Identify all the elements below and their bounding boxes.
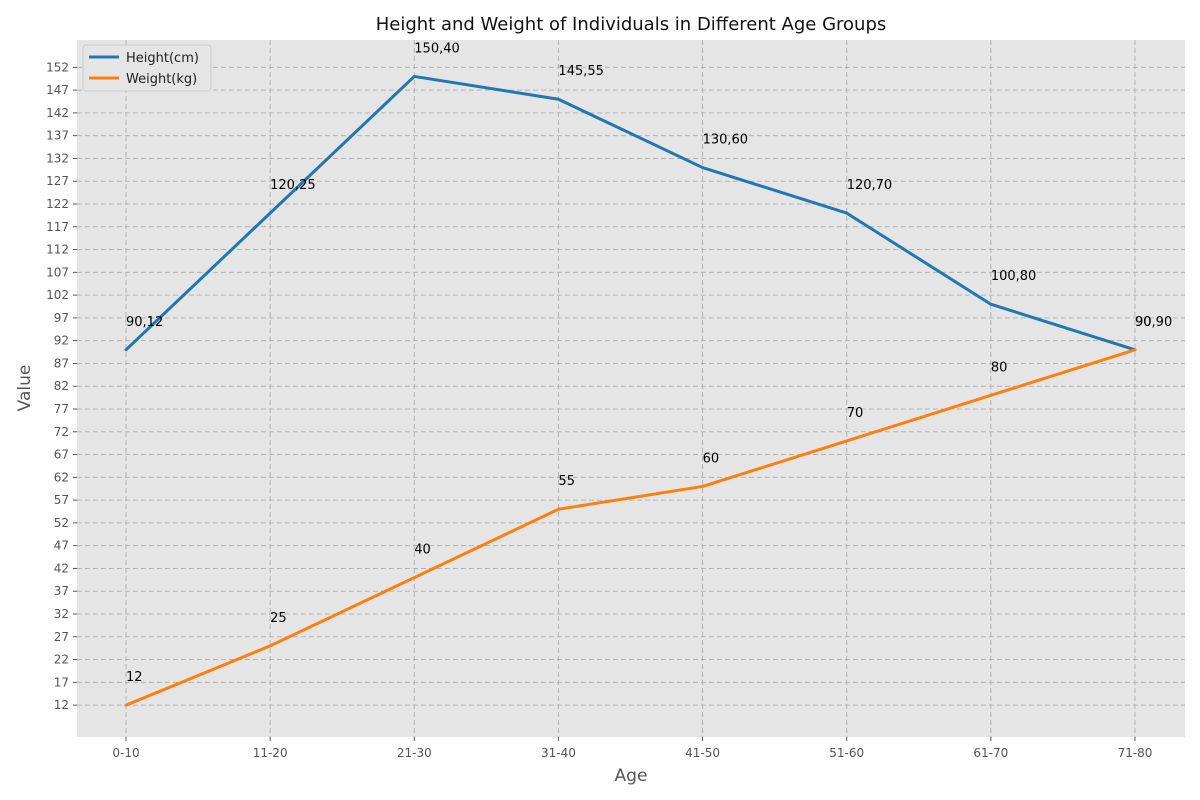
data-label-weight: 60 [703,451,720,466]
y-tick-label: 107 [46,265,69,279]
y-tick-label: 37 [54,584,69,598]
data-label-height: 90,12 [126,315,163,330]
y-tick-label: 132 [46,151,69,165]
y-tick-label: 127 [46,174,69,188]
y-axis-ticks: 12 17 22 27 32 37 42 47 52 57 62 67 72 77 82 87 92 97 102 1… [46,60,77,712]
x-tick-label: 61-70 [973,746,1008,760]
y-tick-label: 57 [54,493,69,507]
legend-label-weight: Weight(kg) [126,72,197,87]
x-tick-label: 31-40 [541,746,576,760]
y-tick-label: 112 [46,243,69,257]
y-tick-label: 17 [54,675,69,689]
data-label-height: 120,70 [847,178,893,193]
y-tick-label: 52 [54,516,69,530]
y-tick-label: 47 [54,539,69,553]
y-tick-label: 67 [54,448,69,462]
y-tick-label: 77 [54,402,69,416]
data-label-weight: 12 [126,670,143,685]
x-tick-label: 21-30 [397,746,432,760]
legend-label-height: Height(cm) [126,51,199,66]
data-label-weight: 25 [270,611,287,626]
data-label-weight: 55 [558,474,575,489]
y-tick-label: 147 [46,83,69,97]
x-tick-label: 71-80 [1118,746,1153,760]
y-tick-label: 122 [46,197,69,211]
y-tick-label: 97 [54,311,69,325]
y-tick-label: 102 [46,288,69,302]
y-tick-label: 87 [54,356,69,370]
x-tick-label: 51-60 [829,746,864,760]
y-tick-label: 12 [54,698,69,712]
plot-background [77,40,1185,737]
y-tick-label: 62 [54,470,69,484]
chart-title: Height and Weight of Individuals in Diff… [376,14,887,35]
data-label-height: 100,80 [991,269,1037,284]
series-line-height [124,74,1137,352]
y-tick-label: 82 [54,379,69,393]
data-label-weight: 70 [847,406,864,421]
series [124,74,1137,707]
data-label-height: 150,40 [414,41,460,56]
point-labels: 90,12 120,25 150,40 145,55 130,60 120,70 100,8… [126,41,1172,685]
x-axis-title: Age [615,766,648,786]
grid [77,40,1185,737]
y-tick-label: 117 [46,220,69,234]
data-label-weight: 90 [1135,315,1152,330]
y-tick-label: 137 [46,129,69,143]
series-line-weight [124,348,1137,707]
y-tick-label: 42 [54,561,69,575]
data-label-weight: 40 [414,543,431,558]
data-label-height: 120,25 [270,178,316,193]
data-label-height: 145,55 [558,64,604,79]
y-tick-label: 22 [54,653,69,667]
y-tick-label: 32 [54,607,69,621]
y-tick-label: 142 [46,106,69,120]
x-axis-ticks: 0-10 11-20 21-30 31-40 41-50 51-60 61-70 71-80 [112,737,1152,760]
data-label-height: 90,90 [1135,315,1172,330]
x-tick-label: 41-50 [685,746,720,760]
data-label-height: 130,60 [703,133,749,148]
y-tick-label: 152 [46,60,69,74]
x-tick-label: 11-20 [253,746,288,760]
y-tick-label: 72 [54,425,69,439]
y-tick-label: 27 [54,630,69,644]
x-tick-label: 0-10 [112,746,139,760]
legend: Height(cm) Weight(kg) [82,44,212,92]
y-axis-title: Value [15,365,35,412]
data-label-weight: 80 [991,360,1008,375]
y-tick-label: 92 [54,334,69,348]
